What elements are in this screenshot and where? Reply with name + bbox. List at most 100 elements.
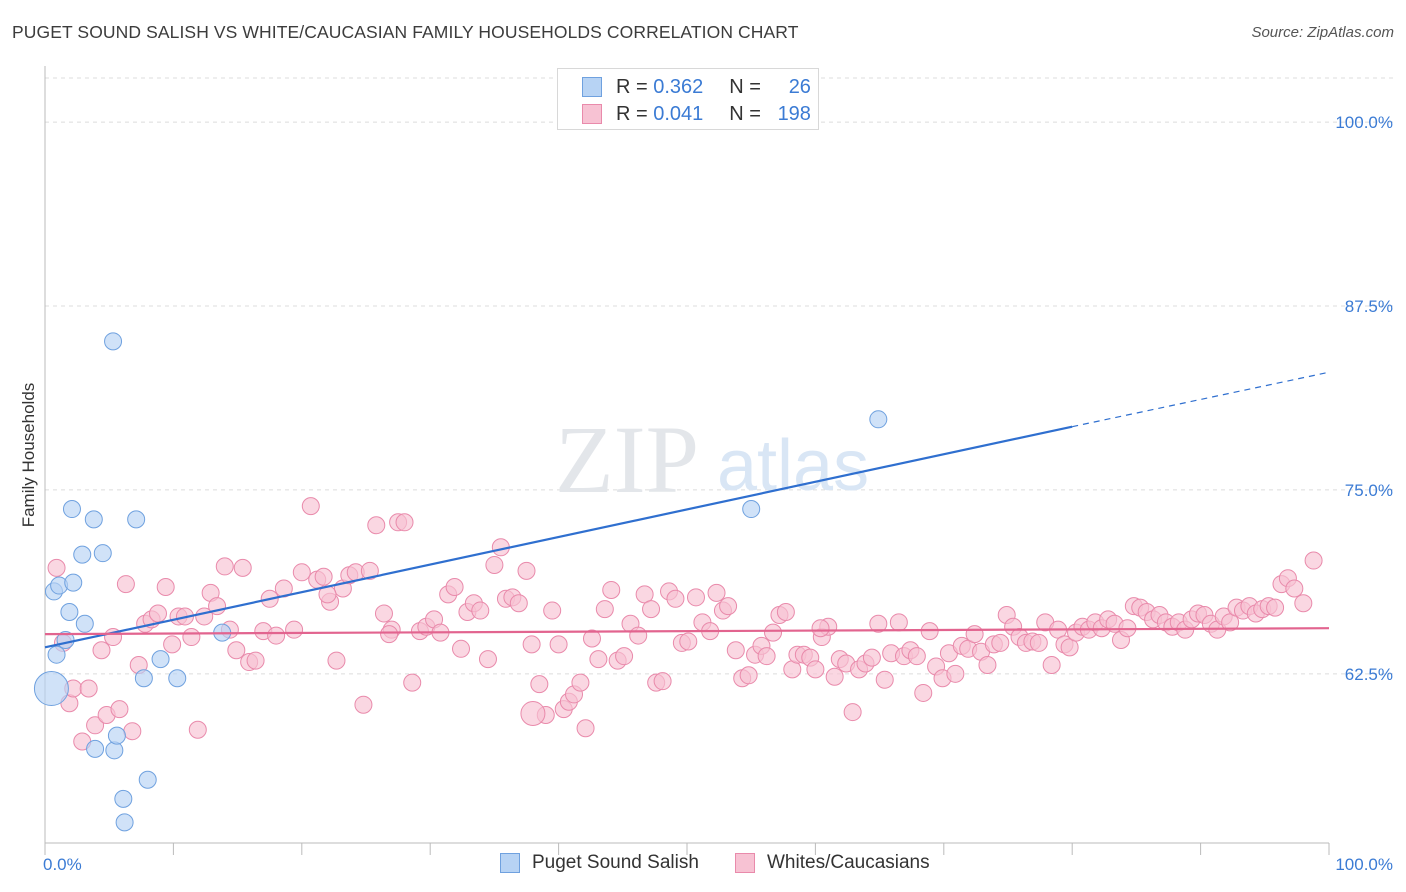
point-whites (843, 703, 862, 722)
point-whites (509, 594, 528, 613)
point-whites (478, 650, 497, 669)
legend-row-whites: R = 0.041 N = 198 (582, 102, 811, 126)
legend-n-label: N = (729, 75, 761, 98)
point-salish (127, 510, 146, 529)
point-salish (73, 545, 92, 564)
point-whites (875, 670, 894, 689)
correlation-legend: R = 0.362 N = 26 R = 0.041 N = 198 (557, 68, 819, 130)
point-whites (445, 578, 464, 597)
point-salish (47, 645, 66, 664)
point-whites (148, 604, 167, 623)
bottom-legend-swatch-blue (500, 853, 520, 873)
source-credit: Source: ZipAtlas.com (1251, 24, 1394, 41)
point-whites (825, 667, 844, 686)
point-whites (907, 647, 926, 666)
trend-line-whites (44, 627, 1330, 636)
point-whites (978, 655, 997, 674)
point-whites (520, 701, 546, 727)
point-whites (726, 641, 745, 660)
trend-line-salish (44, 425, 1073, 649)
point-whites (110, 700, 129, 719)
point-salish (138, 770, 157, 789)
point-whites (485, 555, 504, 574)
legend-row-salish: R = 0.362 N = 26 (582, 75, 811, 99)
trend-lines (44, 371, 1330, 649)
point-whites (395, 513, 414, 532)
bottom-legend-salish: Puget Sound Salish (500, 852, 699, 874)
legend-swatch-blue (582, 77, 602, 97)
y-tick-label: 87.5% (1345, 297, 1393, 316)
point-salish (62, 500, 81, 519)
x-tick-label: 100.0% (1335, 855, 1393, 874)
point-whites (653, 672, 672, 691)
point-salish (742, 500, 761, 519)
legend-r-label: R = (616, 102, 648, 125)
bottom-legend-swatch-pink (735, 853, 755, 873)
point-salish (104, 332, 123, 351)
point-whites (156, 578, 175, 597)
point-whites (571, 673, 590, 692)
point-whites (719, 597, 738, 616)
y-tick-label: 62.5% (1345, 665, 1393, 684)
point-whites (380, 625, 399, 644)
legend-n-label: N = (729, 102, 761, 125)
point-whites (707, 583, 726, 602)
point-whites (889, 613, 908, 632)
point-whites (1294, 594, 1313, 613)
bottom-legend-label-salish: Puget Sound Salish (532, 852, 699, 873)
point-whites (642, 600, 661, 619)
legend-r-label: R = (616, 75, 648, 98)
point-salish (64, 573, 83, 592)
point-whites (629, 626, 648, 645)
point-whites (301, 497, 320, 516)
point-whites (47, 558, 66, 577)
point-whites (589, 650, 608, 669)
point-whites (776, 603, 795, 622)
point-whites (869, 614, 888, 633)
point-whites (116, 575, 135, 594)
point-whites (1042, 655, 1061, 674)
point-whites (946, 664, 965, 683)
point-whites (666, 589, 685, 608)
point-whites (314, 567, 333, 586)
point-salish (114, 789, 133, 808)
point-whites (182, 628, 201, 647)
point-whites (522, 635, 541, 654)
bottom-legend-whites: Whites/Caucasians (735, 852, 930, 874)
point-salish (107, 726, 126, 745)
point-whites (403, 673, 422, 692)
gridlines (45, 77, 1395, 675)
y-axis-label: Family Households (19, 383, 38, 528)
point-whites (227, 641, 246, 660)
point-whites (576, 719, 595, 738)
series-whites-points (47, 497, 1323, 751)
point-whites (374, 604, 393, 623)
point-salish (151, 650, 170, 669)
watermark-atlas: atlas (717, 426, 869, 506)
point-salish (869, 410, 888, 429)
point-whites (739, 666, 758, 685)
axes (44, 66, 1330, 855)
watermark-zip: ZIP (555, 406, 699, 513)
point-salish (84, 510, 103, 529)
legend-n-value: 26 (788, 75, 811, 98)
point-whites (92, 641, 111, 660)
point-whites (123, 722, 142, 741)
legend-swatch-pink (582, 104, 602, 124)
point-whites (549, 635, 568, 654)
point-whites (267, 626, 286, 645)
y-tick-label: 75.0% (1345, 481, 1393, 500)
point-salish (168, 669, 187, 688)
point-whites (471, 601, 490, 620)
point-whites (862, 648, 881, 667)
point-whites (246, 651, 265, 670)
point-whites (233, 558, 252, 577)
point-whites (679, 632, 698, 651)
point-whites (354, 695, 373, 714)
tick-labels: 62.5% 75.0% 87.5% 100.0% 0.0% 100.0% (43, 113, 1393, 874)
point-whites (530, 675, 549, 694)
point-whites (292, 563, 311, 582)
point-whites (806, 660, 825, 679)
point-whites (602, 580, 621, 599)
